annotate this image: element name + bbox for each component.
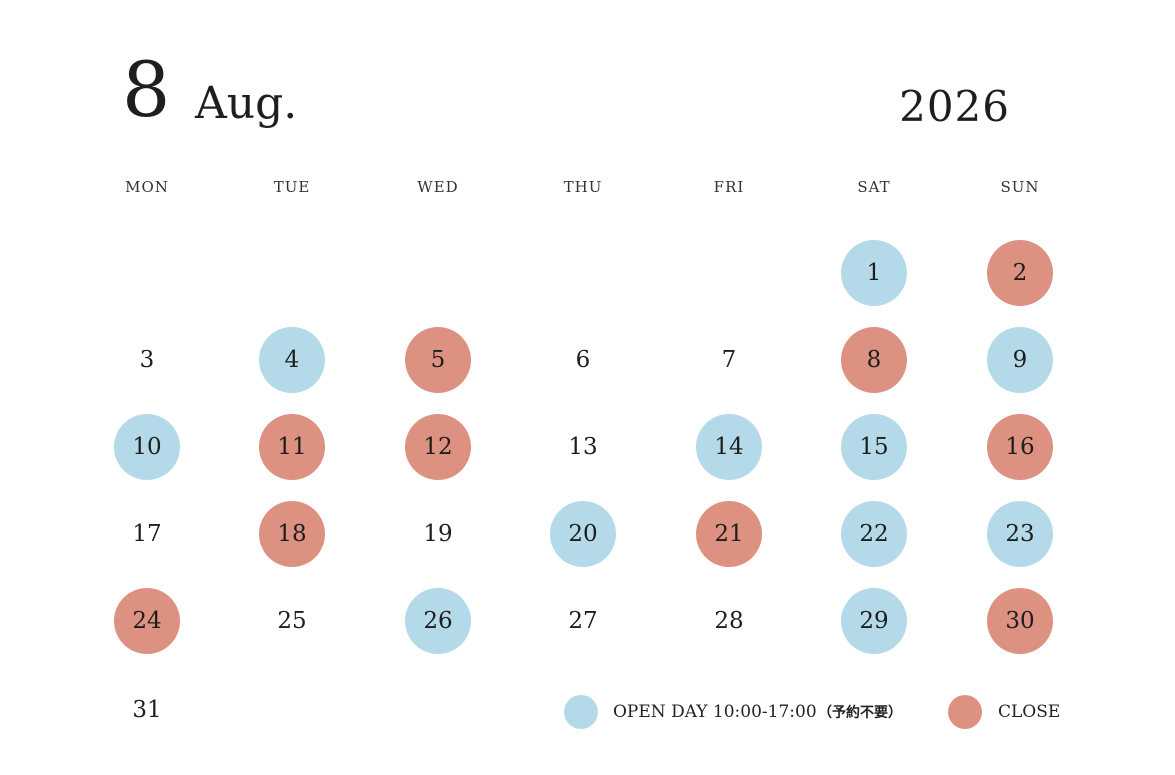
day-cell-15: 15 (841, 414, 907, 480)
day-cell-11: 11 (259, 414, 325, 480)
weekday-wed: WED (417, 178, 459, 196)
weekday-sun: SUN (1000, 178, 1040, 196)
day-cell-21: 21 (696, 501, 762, 567)
day-cell-26: 26 (405, 588, 471, 654)
day-cell-17: 17 (132, 521, 162, 547)
day-cell-24: 24 (114, 588, 180, 654)
weekday-mon: MON (125, 178, 169, 196)
day-cell-16: 16 (987, 414, 1053, 480)
day-cell-30: 30 (987, 588, 1053, 654)
weekday-sat: SAT (857, 178, 891, 196)
weekday-thu: THU (563, 178, 603, 196)
legend-open-note: （予約不要） (818, 705, 902, 721)
day-cell-1: 1 (841, 240, 907, 306)
day-cell-6: 6 (575, 347, 591, 373)
day-cell-18: 18 (259, 501, 325, 567)
legend-close-label: CLOSE (998, 702, 1061, 722)
day-cell-2: 2 (987, 240, 1053, 306)
weekday-fri: FRI (713, 178, 745, 196)
day-cell-19: 19 (423, 521, 453, 547)
day-cell-8: 8 (841, 327, 907, 393)
day-cell-20: 20 (550, 501, 616, 567)
day-cell-4: 4 (259, 327, 325, 393)
weekday-tue: TUE (273, 178, 311, 196)
day-cell-29: 29 (841, 588, 907, 654)
day-cell-27: 27 (568, 608, 598, 634)
day-cell-23: 23 (987, 501, 1053, 567)
open-day-dot-icon (564, 695, 598, 729)
day-cell-5: 5 (405, 327, 471, 393)
day-cell-7: 7 (721, 347, 737, 373)
day-cell-22: 22 (841, 501, 907, 567)
day-cell-3: 3 (139, 347, 155, 373)
day-cell-28: 28 (714, 608, 744, 634)
year: 2026 (899, 82, 1010, 131)
close-day-dot-icon (948, 695, 982, 729)
day-cell-12: 12 (405, 414, 471, 480)
month-number: 8 (122, 45, 171, 134)
day-cell-25: 25 (277, 608, 307, 634)
day-cell-9: 9 (987, 327, 1053, 393)
month-name: Aug. (195, 78, 298, 129)
day-cell-13: 13 (568, 434, 598, 460)
day-cell-10: 10 (114, 414, 180, 480)
day-cell-14: 14 (696, 414, 762, 480)
day-cell-31: 31 (132, 697, 162, 723)
legend-open-label: OPEN DAY 10:00-17:00 (613, 702, 817, 722)
